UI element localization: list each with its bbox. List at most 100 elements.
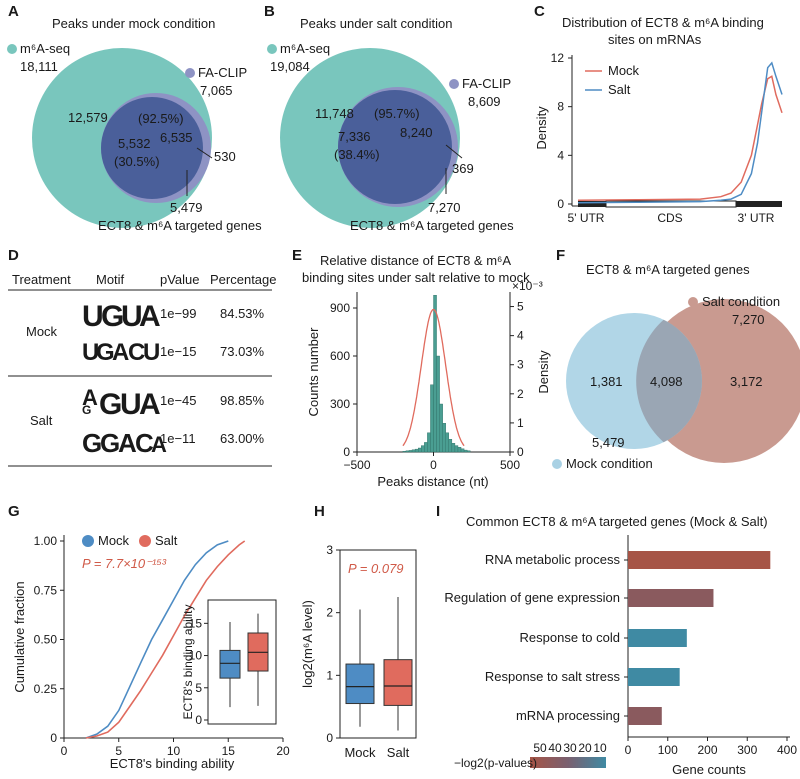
e-hist-bar-12 bbox=[439, 403, 443, 453]
e-xtick-label-0: −500 bbox=[343, 458, 370, 472]
c-legend-mock-label: Mock bbox=[608, 63, 640, 78]
venn-b-right-pct: (95.7%) bbox=[374, 106, 420, 121]
panel-label-d: D bbox=[8, 247, 19, 264]
venn-a-overlap-value: 5,532 bbox=[118, 136, 151, 151]
venn-b-m6a-total: 19,084 bbox=[270, 59, 310, 74]
h-ytick-label-2: 2 bbox=[326, 606, 333, 620]
c-legend-salt-label: Salt bbox=[608, 82, 631, 97]
motif-logo-2: U G A C U bbox=[82, 339, 160, 366]
logo-2-letter-u: U bbox=[82, 339, 99, 366]
venn-a-outer: 530 bbox=[214, 149, 236, 164]
d-row2-pct: 73.03% bbox=[220, 344, 265, 359]
i-legend-tick-1: 40 bbox=[548, 741, 562, 755]
venn-f-salt-dot bbox=[688, 297, 698, 307]
e-hist-bar-3 bbox=[411, 449, 416, 453]
d-row4-pct: 63.00% bbox=[220, 431, 265, 446]
e-y2tick-label-3: 3 bbox=[517, 358, 524, 372]
g-ytick-label-1: 0.25 bbox=[34, 682, 58, 696]
c-utr3-block bbox=[736, 201, 782, 207]
venn-a-left-only: 12,579 bbox=[68, 110, 108, 125]
h-ytick-label-0: 0 bbox=[326, 731, 333, 745]
d-header-pvalue: pValue bbox=[160, 272, 200, 287]
e-hist-bar-4 bbox=[414, 448, 419, 453]
i-bar-2 bbox=[628, 629, 687, 647]
i-bar-0 bbox=[628, 551, 771, 569]
h-xtick-salt: Salt bbox=[387, 745, 410, 760]
e-hist-bar-9 bbox=[430, 384, 434, 453]
e-hist-bar-13 bbox=[442, 423, 446, 453]
e-hist-bar-20 bbox=[463, 449, 468, 453]
venn-f-right-only: 3,172 bbox=[730, 374, 763, 389]
venn-b-left-only: 11,748 bbox=[315, 106, 354, 121]
g-ytick-label-4: 1.00 bbox=[34, 534, 58, 548]
venn-b-clip-name: FA-CLIP bbox=[462, 76, 511, 91]
g-pvalue: P = 7.7×10⁻¹⁵³ bbox=[82, 556, 167, 571]
panel-c-title-1: Distribution of ECT8 & m⁶A binding bbox=[562, 15, 764, 30]
venn-f-mock-name: Mock condition bbox=[566, 456, 653, 471]
venn-b-clip-dot bbox=[449, 79, 459, 89]
e-density-curve bbox=[402, 308, 465, 447]
e-ylabel: Counts number bbox=[306, 327, 321, 417]
logo-2-letter-a: A bbox=[112, 339, 129, 366]
logo-3-letter-a-top: A bbox=[82, 385, 98, 410]
e-y2tick-label-2: 2 bbox=[517, 387, 524, 401]
h-ytick-label-3: 3 bbox=[326, 543, 333, 557]
panel-h: H 0 1 2 3 P = 0.079 log2(m⁶A level) Mock Sa… bbox=[300, 503, 417, 760]
d-header-motif: Motif bbox=[96, 272, 125, 287]
panel-label-h: H bbox=[314, 503, 325, 520]
e-hist-bar-21 bbox=[466, 450, 471, 453]
i-xlabel: Gene counts bbox=[672, 762, 746, 777]
e-hist-bar-0 bbox=[402, 451, 407, 453]
e-hist-bar-19 bbox=[460, 448, 465, 453]
g-xtick-label-2: 10 bbox=[167, 744, 181, 758]
e-hist-bar-5 bbox=[418, 447, 422, 453]
i-category-label-0: RNA metabolic process bbox=[485, 552, 621, 567]
e-hist-bar-15 bbox=[448, 439, 453, 453]
e-hist-bar-2 bbox=[408, 450, 413, 453]
venn-b-genes: 7,270 bbox=[428, 200, 461, 215]
panel-i: I Common ECT8 & m⁶A targeted genes (Mock… bbox=[436, 503, 797, 777]
d-group-mock: Mock bbox=[26, 324, 58, 339]
g-legend-salt-label: Salt bbox=[155, 533, 178, 548]
venn-a-annotation: ECT8 & m⁶A targeted genes bbox=[98, 218, 262, 233]
d-row3-p: 1e−45 bbox=[160, 393, 197, 408]
panel-c-title-2: sites on mRNAs bbox=[608, 32, 702, 47]
d-row1-p: 1e−99 bbox=[160, 306, 197, 321]
f-title: ECT8 & m⁶A targeted genes bbox=[586, 262, 750, 277]
g-inset-ylabel: ECT8's binding ability bbox=[181, 604, 195, 719]
e-y2tick-label-0: 0 bbox=[517, 445, 524, 459]
g-xtick-label-4: 20 bbox=[276, 744, 290, 758]
venn-a-clip-dot bbox=[185, 68, 195, 78]
panel-label-e: E bbox=[292, 247, 302, 264]
panel-g: G 0 5 10 15 20 0 0.25 0.50 0.75 1.00 Mock Salt P … bbox=[8, 503, 290, 771]
c-ytick-label-1: 4 bbox=[557, 148, 564, 162]
d-row3-pct: 98.85% bbox=[220, 393, 265, 408]
e-y2tick-label-1: 1 bbox=[517, 416, 524, 430]
c-line-salt bbox=[577, 61, 783, 204]
e-ytick-label-0: 0 bbox=[343, 445, 350, 459]
panel-d: D Treatment Motif pValue Percentage Mock… bbox=[8, 247, 277, 467]
venn-a-clip-total: 7,065 bbox=[200, 83, 233, 98]
i-bar-3 bbox=[628, 668, 680, 686]
e-y2tick-label-4: 4 bbox=[517, 329, 524, 343]
i-xtick-label-4: 400 bbox=[777, 743, 797, 757]
c-ytick-label-2: 8 bbox=[557, 100, 564, 114]
e-hist-bar-17 bbox=[454, 445, 459, 453]
logo-3-letter-a: A bbox=[139, 388, 161, 421]
venn-a-m6a-dot bbox=[7, 44, 17, 54]
e-y2-exponent: ×10⁻³ bbox=[512, 279, 543, 293]
g-ecdf-mock bbox=[85, 540, 229, 739]
venn-a-right-pct: (92.5%) bbox=[138, 111, 184, 126]
venn-a-overlap bbox=[101, 97, 203, 199]
e-title-1: Relative distance of ECT8 & m⁶A bbox=[320, 253, 511, 268]
i-legend-tick-4: 10 bbox=[593, 741, 607, 755]
i-title: Common ECT8 & m⁶A targeted genes (Mock &… bbox=[466, 514, 768, 529]
e-xtick-label-2: 500 bbox=[500, 458, 520, 472]
venn-b-overlap-value: 7,336 bbox=[338, 129, 371, 144]
venn-a-m6a-total: 18,111 bbox=[20, 59, 58, 74]
logo-3-letter-u: U bbox=[120, 388, 142, 421]
logo-4-letter-c: C bbox=[135, 428, 154, 458]
g-xtick-label-0: 0 bbox=[61, 744, 68, 758]
i-xtick-label-0: 0 bbox=[625, 743, 632, 757]
i-category-label-2: Response to cold bbox=[520, 630, 620, 645]
